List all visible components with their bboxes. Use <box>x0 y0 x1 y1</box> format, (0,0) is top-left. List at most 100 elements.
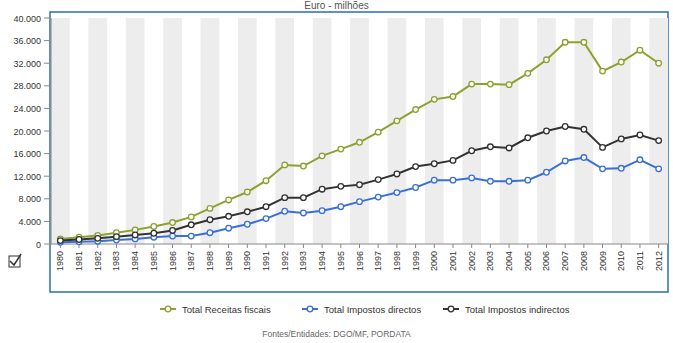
x-tick-label: 2011 <box>635 251 645 270</box>
series-point <box>207 230 213 236</box>
y-tick <box>44 63 51 64</box>
series-point <box>544 128 550 134</box>
series-point <box>450 158 456 164</box>
legend-label: Total Impostos indirectos <box>465 304 570 315</box>
stripe <box>388 18 407 244</box>
stripe <box>500 18 519 244</box>
y-tick-label: 40.000 <box>13 14 41 24</box>
series-point <box>263 216 269 222</box>
stripe <box>88 18 107 244</box>
stripe <box>462 18 481 244</box>
y-tick-label: 4.000 <box>18 217 41 227</box>
x-tick <box>396 244 397 248</box>
x-tick-label: 2010 <box>616 251 626 271</box>
legend-label: Total Impostos directos <box>324 304 421 315</box>
x-tick-label: 1995 <box>336 251 346 271</box>
series-point <box>618 59 624 65</box>
y-tick-label: 36.000 <box>13 36 41 46</box>
series-point <box>469 175 475 181</box>
series-point <box>301 210 307 216</box>
x-tick <box>191 244 192 248</box>
x-tick-label: 1991 <box>261 251 271 271</box>
series-point <box>357 182 363 188</box>
series-point <box>188 214 194 220</box>
series-point <box>170 233 176 239</box>
stripe <box>350 18 369 244</box>
y-tick <box>44 85 51 86</box>
series-point <box>488 81 494 87</box>
x-tick-label: 2009 <box>598 251 608 271</box>
series-point <box>375 194 381 200</box>
series-point <box>413 185 419 191</box>
x-tick <box>116 244 117 248</box>
series-point <box>562 39 568 45</box>
x-tick <box>546 244 547 248</box>
series-point <box>207 217 213 223</box>
series-point <box>58 238 64 244</box>
series-point <box>637 47 643 53</box>
series-point <box>245 189 251 195</box>
x-tick <box>247 244 248 248</box>
y-tick <box>44 221 51 222</box>
series-point <box>338 184 344 190</box>
series-point <box>301 163 307 169</box>
y-axis <box>51 18 52 244</box>
series-point <box>226 214 232 220</box>
x-tick <box>658 244 659 248</box>
series-point <box>263 204 269 210</box>
series-point <box>450 94 456 100</box>
series-point <box>544 169 550 175</box>
series-point <box>450 177 456 183</box>
series-point <box>525 177 531 183</box>
series-point <box>488 144 494 150</box>
legend-label: Total Receitas fiscais <box>182 304 271 315</box>
x-tick-label: 2004 <box>504 251 514 271</box>
series-point <box>525 71 531 77</box>
plot <box>58 39 662 245</box>
x-tick <box>228 244 229 248</box>
x-tick <box>565 244 566 248</box>
x-tick-label: 2007 <box>560 251 570 271</box>
x-tick <box>135 244 136 248</box>
y-tick-label: 0 <box>36 240 41 250</box>
checkbox-tick <box>10 254 21 265</box>
series-point <box>618 165 624 171</box>
series-point <box>656 166 662 172</box>
x-tick-label: 1997 <box>373 251 383 271</box>
series-point <box>170 220 176 226</box>
source: Fontes/Entidades: DGO/MF, PORDATA <box>262 329 411 339</box>
stripe <box>612 18 631 244</box>
series-point <box>544 57 550 63</box>
x-tick <box>490 244 491 248</box>
series-point <box>357 199 363 205</box>
legend-marker <box>448 306 454 312</box>
x-tick-label: 1990 <box>242 251 252 271</box>
y-tick <box>44 153 51 154</box>
stripe <box>126 18 145 244</box>
x-tick <box>284 244 285 248</box>
x-tick <box>471 244 472 248</box>
x-tick <box>303 244 304 248</box>
y-tick <box>44 198 51 199</box>
x-tick <box>209 244 210 248</box>
series-point <box>188 222 194 228</box>
x-tick-label: 2001 <box>448 251 458 271</box>
y-tick-label: 12.000 <box>13 172 41 182</box>
series-point <box>319 186 325 192</box>
series-point <box>488 178 494 184</box>
series-point <box>263 178 269 184</box>
x-tick-label: 2006 <box>541 251 551 271</box>
series-point <box>319 208 325 214</box>
series-point <box>394 118 400 124</box>
y-tick <box>44 40 51 41</box>
x-tick <box>452 244 453 248</box>
series-point <box>562 158 568 164</box>
x-tick-label: 1985 <box>149 251 159 271</box>
series-point <box>506 145 512 151</box>
y-tick <box>44 131 51 132</box>
x-tick <box>172 244 173 248</box>
series-point <box>562 124 568 130</box>
series-point <box>76 237 82 243</box>
y-tick <box>44 108 51 109</box>
x-tick <box>340 244 341 248</box>
